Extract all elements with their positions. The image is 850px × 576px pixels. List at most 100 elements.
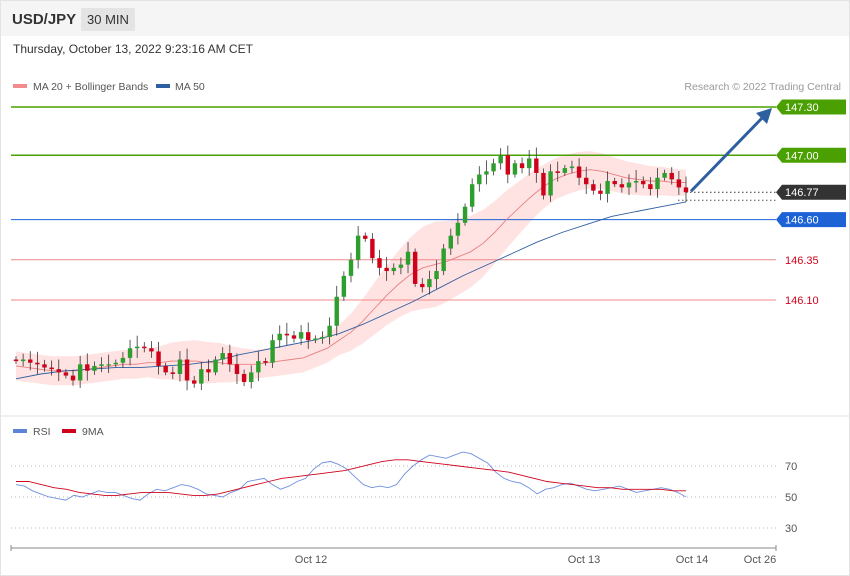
candle-body [99, 364, 104, 366]
candle-body [633, 180, 639, 183]
candle-body [42, 364, 47, 368]
ma50-line [15, 201, 687, 380]
candle-body [662, 172, 667, 178]
bollinger-bands [16, 151, 686, 386]
candle-body [170, 372, 176, 374]
candle-body [256, 361, 261, 373]
candle-body [377, 258, 382, 268]
header-bar: USD/JPY 30 MIN [1, 1, 849, 36]
candle-body [370, 238, 375, 259]
candle-body [142, 346, 147, 349]
candle-body [505, 155, 511, 175]
candle-body [206, 369, 211, 373]
candle-body [455, 222, 461, 236]
candle-body [320, 336, 325, 339]
timestamp: Thursday, October 13, 2022 9:23:16 AM CE… [13, 42, 253, 56]
candle-body [605, 180, 610, 194]
price-levels [11, 106, 776, 301]
level-label-tag [776, 147, 846, 163]
candle-body [562, 168, 568, 173]
candle-body [199, 369, 204, 384]
x-tick-label: Oct 26 [744, 554, 776, 566]
timeframe-badge[interactable]: 30 MIN [81, 8, 135, 31]
candle-body [163, 365, 168, 373]
candle-body [584, 177, 589, 185]
rsi-legend-label: RSI [33, 426, 51, 438]
forecast-arrow [689, 114, 766, 193]
candle-body [484, 171, 489, 175]
candle-body [270, 340, 275, 363]
candle-body [327, 325, 332, 337]
candle-body [341, 275, 347, 297]
candle-body [348, 259, 354, 276]
candle-body [227, 353, 233, 365]
candle-body [334, 296, 339, 326]
rsi-lines [15, 451, 687, 501]
candle-body [420, 283, 425, 288]
rsi-line [15, 451, 687, 501]
candle-body [184, 359, 190, 381]
candle-body [512, 163, 518, 175]
candle-body [120, 357, 126, 363]
candle-body [277, 333, 282, 341]
forecast-arrow-group [689, 108, 772, 193]
candle-body [213, 359, 218, 373]
level-label: 147.30 [785, 102, 819, 114]
candle-body [669, 172, 674, 180]
candle-body [655, 177, 660, 190]
candle-body [683, 187, 689, 193]
candle-body [92, 365, 97, 371]
candle-body [149, 348, 154, 352]
candle-body [291, 335, 297, 339]
candle-body [241, 373, 247, 383]
level-label-tag [776, 212, 846, 228]
candle-body [127, 348, 133, 358]
forecast-arrow-head [756, 108, 772, 124]
level-label-tag [776, 99, 846, 115]
level-label: 146.60 [785, 215, 819, 227]
level-label-tag [776, 184, 846, 200]
candle-body [648, 184, 653, 190]
x-tick-label: Oct 12 [295, 554, 327, 566]
candle-body [384, 267, 389, 272]
level-labels: 147.30 147.00 146.77 146.60 146.35 146.10 [776, 99, 846, 307]
candles [13, 145, 689, 391]
bollinger-band-area [16, 151, 686, 386]
ma20-line [15, 169, 686, 372]
candle-body [85, 364, 90, 371]
candle-body [355, 235, 361, 260]
candle-body [548, 171, 553, 196]
candle-body [63, 372, 69, 376]
candle-body [434, 271, 439, 280]
copyright-text: Research © 2022 Trading Central [684, 81, 841, 93]
candle-body [526, 158, 532, 169]
candle-body [113, 362, 118, 365]
candle-body [676, 179, 682, 188]
candle-body [398, 264, 404, 268]
rsi-tick-label: 70 [785, 461, 797, 473]
candle-body [70, 375, 76, 381]
candle-body [106, 364, 111, 366]
candle-body [191, 380, 197, 384]
candle-body [234, 364, 240, 374]
candle-body [56, 369, 61, 373]
candle-body [20, 359, 26, 362]
rsi-tick-label: 50 [785, 492, 797, 504]
candle-body [619, 184, 625, 188]
candle-body [391, 267, 396, 272]
candle-body [591, 184, 596, 191]
ma50-legend-swatch [156, 84, 170, 88]
candle-body [313, 338, 318, 341]
level-label: 146.77 [785, 187, 819, 199]
candle-body [298, 332, 304, 339]
candle-body [13, 359, 19, 362]
candle-body [626, 182, 632, 188]
candle-body [249, 372, 254, 383]
candle-body [576, 166, 582, 178]
x-tick-label: Oct 14 [676, 554, 708, 566]
rsi-ma9-line [16, 459, 686, 496]
candle-body [363, 235, 368, 239]
candle-body [427, 279, 432, 288]
candle-body [569, 166, 575, 169]
